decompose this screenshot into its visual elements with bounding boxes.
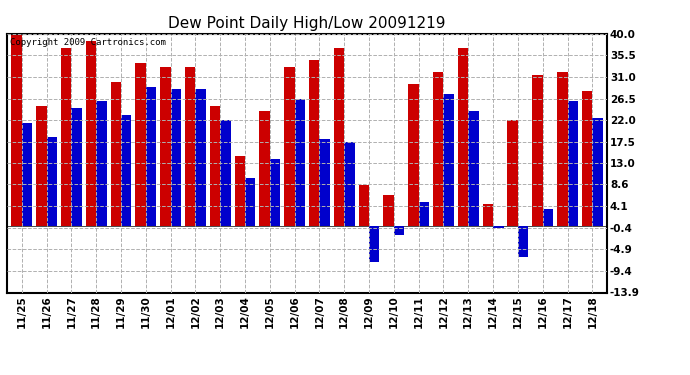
Bar	[507, 120, 518, 226]
Bar	[121, 116, 131, 226]
Bar	[518, 226, 529, 257]
Bar	[22, 123, 32, 226]
Bar	[309, 60, 319, 226]
Bar	[71, 108, 82, 226]
Bar	[458, 48, 469, 226]
Bar	[543, 209, 553, 226]
Bar	[394, 226, 404, 236]
Bar	[185, 68, 195, 226]
Bar	[319, 140, 330, 226]
Bar	[408, 84, 419, 226]
Bar	[444, 94, 454, 226]
Bar	[146, 87, 156, 226]
Bar	[259, 111, 270, 226]
Bar	[295, 99, 305, 226]
Bar	[567, 101, 578, 226]
Bar	[36, 106, 47, 226]
Bar	[344, 142, 355, 226]
Bar	[483, 204, 493, 226]
Bar	[170, 89, 181, 226]
Bar	[532, 75, 543, 226]
Bar	[433, 72, 444, 226]
Bar	[11, 34, 22, 226]
Bar	[469, 111, 479, 226]
Bar	[160, 68, 170, 226]
Bar	[592, 118, 603, 226]
Bar	[359, 185, 369, 226]
Bar	[235, 156, 245, 226]
Title: Dew Point Daily High/Low 20091219: Dew Point Daily High/Low 20091219	[168, 16, 446, 31]
Bar	[369, 226, 380, 262]
Bar	[110, 82, 121, 226]
Bar	[86, 41, 96, 226]
Bar	[284, 68, 295, 226]
Bar	[96, 101, 107, 226]
Bar	[270, 159, 280, 226]
Bar	[61, 48, 71, 226]
Bar	[582, 92, 592, 226]
Bar	[493, 226, 504, 228]
Bar	[195, 89, 206, 226]
Bar	[384, 195, 394, 226]
Text: Copyright 2009 Cartronics.com: Copyright 2009 Cartronics.com	[10, 38, 166, 46]
Bar	[47, 137, 57, 226]
Bar	[419, 202, 429, 226]
Bar	[334, 48, 344, 226]
Bar	[210, 106, 220, 226]
Bar	[135, 63, 146, 226]
Bar	[220, 120, 230, 226]
Bar	[557, 72, 567, 226]
Bar	[245, 178, 255, 226]
